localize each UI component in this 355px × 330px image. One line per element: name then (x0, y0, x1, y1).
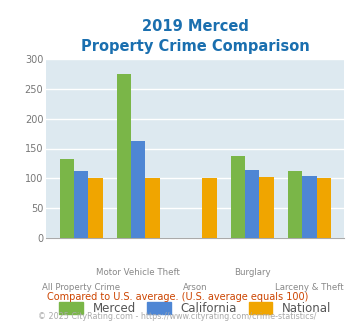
Bar (88, 178, 103, 238)
Bar (245, 170, 260, 238)
Bar (131, 141, 145, 238)
Bar (302, 177, 317, 238)
Bar (74, 171, 88, 238)
Bar (145, 178, 160, 238)
Bar (202, 178, 217, 238)
Text: Motor Vehicle Theft: Motor Vehicle Theft (96, 268, 180, 277)
Text: All Property Crime: All Property Crime (42, 283, 120, 292)
Legend: Merced, California, National: Merced, California, National (55, 297, 336, 319)
Text: Compared to U.S. average. (U.S. average equals 100): Compared to U.S. average. (U.S. average … (47, 292, 308, 302)
Bar (260, 177, 274, 238)
Title: 2019 Merced
Property Crime Comparison: 2019 Merced Property Crime Comparison (81, 19, 310, 54)
Bar (317, 178, 331, 238)
Bar (288, 171, 302, 238)
Bar (117, 74, 131, 238)
Bar (231, 156, 245, 238)
Text: Larceny & Theft: Larceny & Theft (275, 283, 344, 292)
Text: Arson: Arson (183, 283, 208, 292)
Bar (60, 159, 74, 238)
Text: Burglary: Burglary (234, 268, 271, 277)
Text: © 2025 CityRating.com - https://www.cityrating.com/crime-statistics/: © 2025 CityRating.com - https://www.city… (38, 312, 317, 321)
